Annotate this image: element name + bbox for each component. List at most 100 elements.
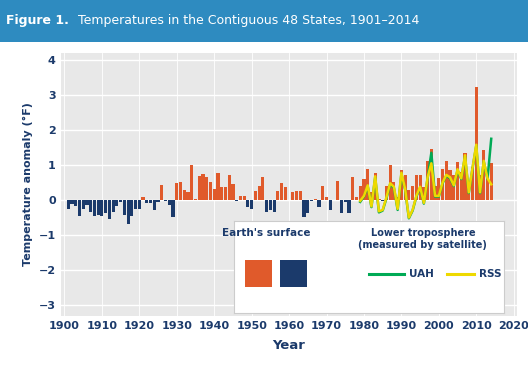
- Bar: [291, 192, 295, 200]
- Bar: [97, 200, 100, 215]
- Bar: [130, 200, 134, 216]
- Text: Temperatures in the Contiguous 48 States, 1901–2014: Temperatures in the Contiguous 48 States…: [78, 15, 419, 27]
- Bar: [471, 167, 474, 200]
- Bar: [411, 186, 414, 200]
- Bar: [108, 200, 111, 219]
- Bar: [355, 197, 358, 200]
- Bar: [433, 186, 437, 200]
- Bar: [430, 149, 433, 200]
- Bar: [119, 200, 122, 202]
- Bar: [321, 186, 324, 200]
- Bar: [306, 200, 309, 213]
- Bar: [314, 199, 317, 200]
- Bar: [89, 200, 92, 212]
- Bar: [149, 200, 152, 203]
- Bar: [460, 172, 463, 200]
- Bar: [475, 87, 478, 200]
- Bar: [366, 169, 369, 200]
- Bar: [246, 200, 250, 207]
- Bar: [415, 175, 418, 200]
- Bar: [303, 200, 306, 217]
- Bar: [392, 182, 395, 200]
- Bar: [276, 191, 279, 200]
- Bar: [194, 199, 197, 200]
- Bar: [403, 175, 407, 200]
- Bar: [272, 200, 276, 212]
- Bar: [378, 199, 381, 200]
- Bar: [419, 175, 422, 200]
- Bar: [175, 183, 178, 200]
- Text: Lower troposphere
(measured by satellite): Lower troposphere (measured by satellite…: [359, 228, 487, 250]
- Bar: [134, 200, 137, 208]
- Bar: [426, 161, 429, 200]
- Bar: [228, 175, 231, 200]
- Bar: [261, 177, 265, 200]
- Bar: [190, 165, 193, 200]
- Bar: [441, 169, 444, 200]
- Bar: [347, 200, 351, 213]
- Bar: [400, 170, 403, 200]
- Bar: [127, 200, 130, 224]
- Bar: [328, 200, 332, 210]
- Bar: [216, 173, 220, 200]
- Bar: [359, 186, 362, 200]
- Bar: [123, 200, 126, 215]
- Bar: [74, 200, 77, 206]
- Bar: [351, 177, 354, 200]
- Bar: [183, 190, 186, 200]
- Bar: [220, 187, 223, 200]
- Bar: [179, 182, 182, 200]
- Bar: [344, 200, 347, 202]
- Bar: [104, 200, 107, 213]
- Bar: [336, 181, 340, 200]
- Bar: [235, 200, 238, 201]
- Bar: [370, 192, 373, 200]
- Bar: [142, 197, 145, 200]
- Bar: [197, 176, 201, 200]
- Bar: [269, 200, 272, 210]
- Bar: [467, 182, 470, 200]
- Bar: [265, 200, 268, 212]
- Bar: [362, 179, 365, 200]
- Bar: [153, 200, 156, 210]
- Bar: [310, 200, 313, 201]
- Bar: [464, 153, 467, 200]
- Bar: [325, 197, 328, 200]
- Bar: [111, 200, 115, 212]
- Bar: [70, 200, 73, 204]
- Bar: [284, 187, 287, 200]
- Bar: [258, 186, 261, 200]
- Bar: [381, 200, 384, 201]
- Text: Figure 1.: Figure 1.: [6, 15, 69, 27]
- Bar: [93, 200, 96, 216]
- Bar: [396, 197, 399, 200]
- X-axis label: Year: Year: [272, 339, 306, 352]
- Bar: [422, 188, 426, 200]
- Bar: [456, 162, 459, 200]
- Bar: [452, 175, 455, 200]
- Bar: [78, 200, 81, 215]
- Bar: [168, 200, 171, 205]
- Bar: [164, 200, 167, 201]
- Bar: [115, 200, 118, 206]
- Bar: [186, 192, 190, 200]
- Bar: [407, 190, 410, 200]
- Bar: [437, 178, 440, 200]
- Bar: [254, 191, 257, 200]
- Bar: [172, 200, 175, 217]
- Bar: [242, 196, 246, 200]
- Bar: [340, 200, 343, 214]
- Bar: [231, 184, 234, 200]
- Y-axis label: Temperature anomaly (°F): Temperature anomaly (°F): [23, 103, 33, 266]
- Bar: [448, 170, 451, 200]
- Bar: [389, 165, 392, 200]
- Bar: [280, 183, 283, 200]
- Bar: [245, 260, 272, 287]
- Bar: [156, 200, 159, 202]
- Bar: [295, 191, 298, 200]
- Bar: [239, 196, 242, 200]
- Bar: [250, 200, 253, 209]
- Bar: [489, 162, 493, 200]
- Bar: [317, 200, 320, 207]
- Bar: [486, 172, 489, 200]
